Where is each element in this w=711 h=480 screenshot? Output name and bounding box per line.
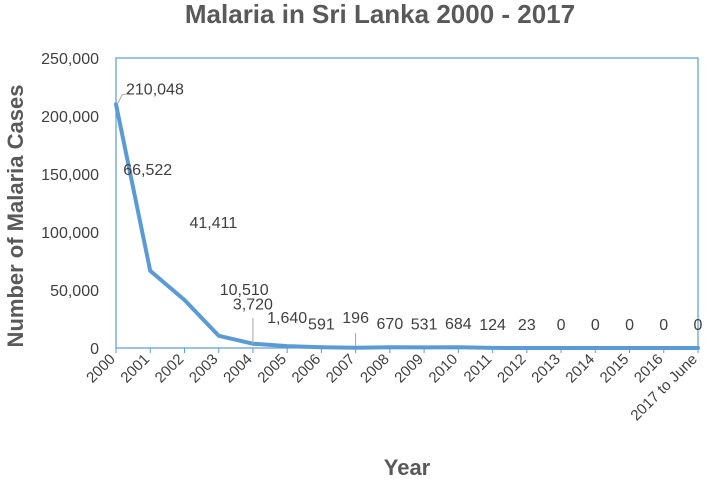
x-tick-label: 2000 bbox=[83, 351, 119, 387]
y-axis-tick-labels: 0 50,000 100,000 150,000 200,000 250,000 bbox=[41, 51, 99, 358]
data-label: 0 bbox=[694, 317, 703, 334]
x-tick-label: 2002 bbox=[152, 351, 188, 387]
data-label: 670 bbox=[377, 316, 404, 333]
data-label: 23 bbox=[518, 317, 536, 334]
data-label: 196 bbox=[342, 310, 369, 327]
x-axis-tick-marks bbox=[115, 348, 699, 353]
y-axis-title: Number of Malaria Cases bbox=[3, 85, 28, 348]
data-label: 0 bbox=[625, 317, 634, 334]
data-label: 0 bbox=[557, 317, 566, 334]
y-tick-label: 150,000 bbox=[41, 167, 99, 184]
y-tick-label: 0 bbox=[90, 341, 99, 358]
x-tick-label: 2001 bbox=[117, 351, 153, 387]
x-tick-label: 2015 bbox=[597, 351, 633, 387]
x-tick-label: 2003 bbox=[186, 351, 222, 387]
x-tick-label: 2014 bbox=[563, 351, 599, 387]
x-axis-title: Year bbox=[384, 455, 431, 480]
x-tick-label: 2010 bbox=[426, 351, 462, 387]
plot-area-border bbox=[115, 57, 699, 349]
x-tick-label: 2007 bbox=[323, 351, 359, 387]
x-tick-label: 2012 bbox=[494, 351, 530, 387]
data-label-leader bbox=[117, 92, 131, 104]
series-line bbox=[114, 102, 700, 350]
x-tick-label: 2004 bbox=[220, 351, 256, 387]
x-tick-label: 2009 bbox=[391, 351, 427, 387]
data-label: 531 bbox=[411, 316, 438, 333]
x-tick-label: 2006 bbox=[289, 351, 325, 387]
y-tick-label: 200,000 bbox=[41, 109, 99, 126]
x-tick-label: 2005 bbox=[254, 351, 290, 387]
x-tick-label: 2011 bbox=[461, 351, 496, 386]
data-label: 684 bbox=[445, 316, 472, 333]
chart-title: Malaria in Sri Lanka 2000 - 2017 bbox=[185, 0, 575, 29]
data-label: 1,640 bbox=[267, 310, 307, 327]
data-label: 591 bbox=[308, 316, 335, 333]
y-tick-label: 100,000 bbox=[41, 225, 99, 242]
data-label: 0 bbox=[591, 317, 600, 334]
data-label: 0 bbox=[659, 317, 668, 334]
x-tick-label: 2008 bbox=[357, 351, 393, 387]
data-label: 66,522 bbox=[123, 162, 172, 179]
series-group bbox=[114, 102, 700, 350]
y-tick-label: 50,000 bbox=[50, 283, 99, 300]
data-label: 210,048 bbox=[126, 81, 184, 98]
data-label: 41,411 bbox=[189, 215, 237, 232]
y-tick-label: 250,000 bbox=[41, 51, 99, 68]
x-tick-label: 2013 bbox=[528, 351, 564, 387]
data-label: 10,510 bbox=[220, 282, 269, 299]
data-label: 3,720 bbox=[233, 297, 273, 314]
data-label: 124 bbox=[479, 317, 506, 334]
x-axis-tick-labels: 2000200120022003200420052006200720082009… bbox=[83, 351, 701, 424]
